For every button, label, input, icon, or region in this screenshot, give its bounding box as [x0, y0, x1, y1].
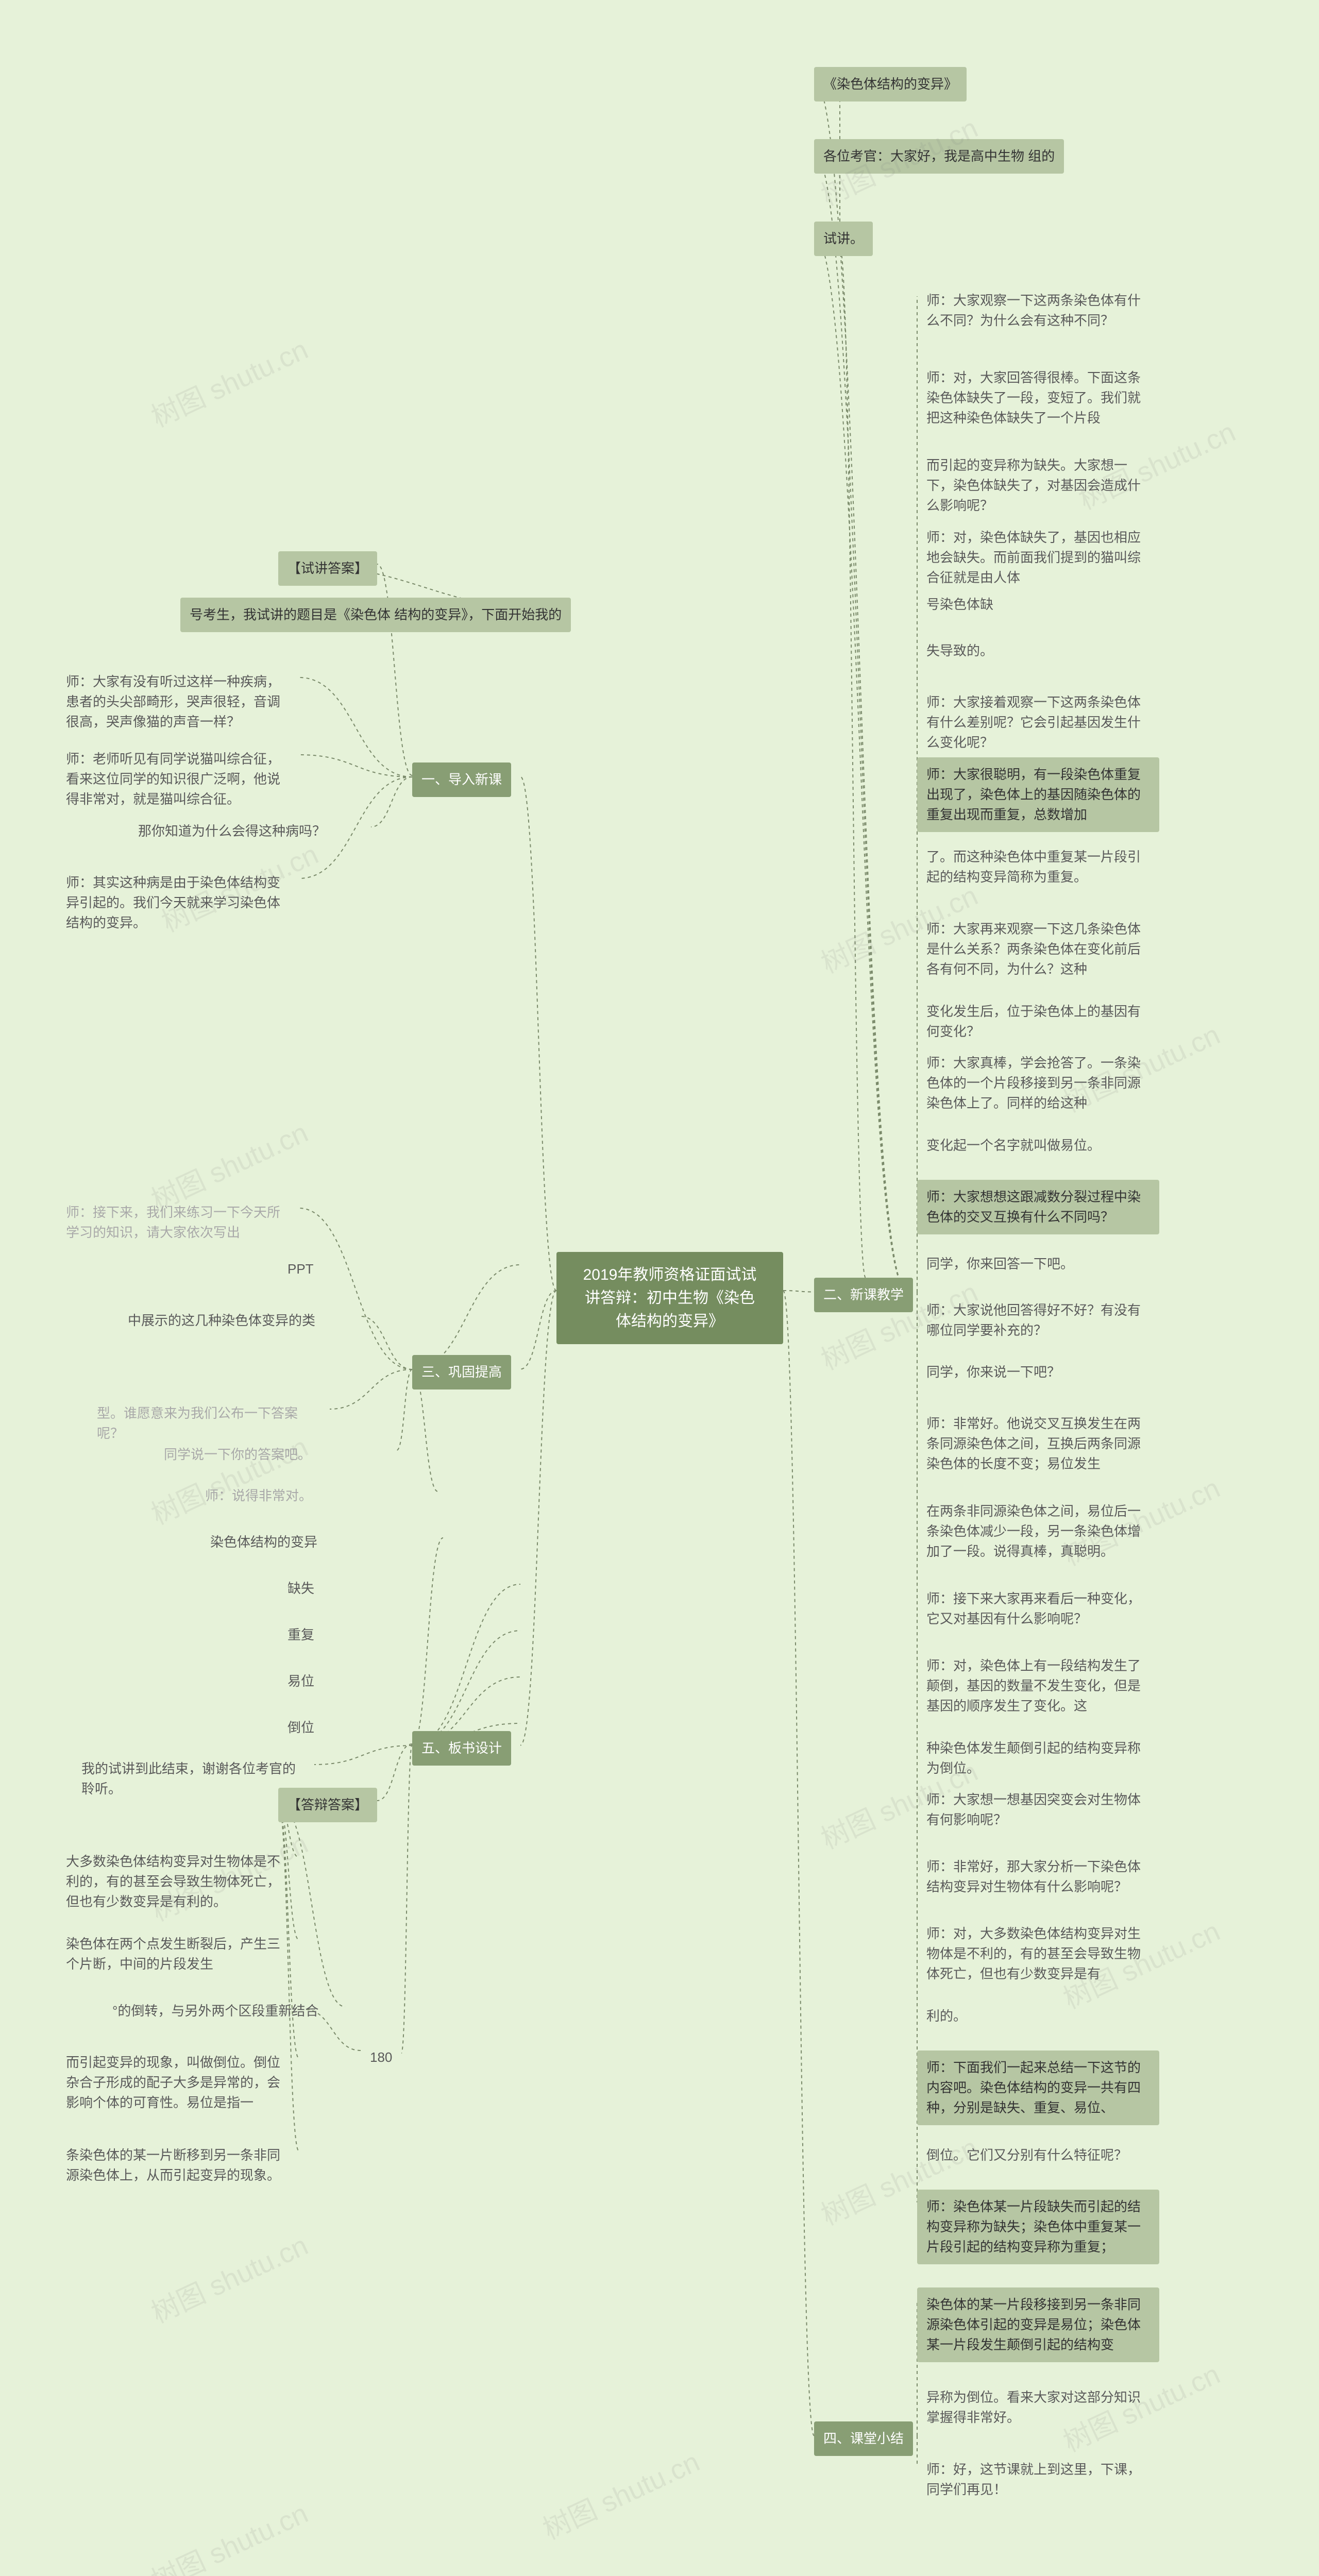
leaf: 而引起变异的现象，叫做倒位。倒位杂合子形成的配子大多是异常的，会影响个体的可育性…: [57, 2045, 299, 2120]
leaf: 师：大家想想这跟减数分裂过程中染色体的交叉互换有什么不同吗？: [917, 1180, 1159, 1234]
branch-b3: 三、巩固提高: [412, 1355, 511, 1389]
leaf: 师：大家想一想基因突变会对生物体有何影响呢？: [917, 1783, 1159, 1837]
leaf: 师：对，染色体上有一段结构发生了颠倒，基因的数量不发生变化，但是基因的顺序发生了…: [917, 1649, 1159, 1723]
leaf: 条染色体的某一片断移到另一条非同源染色体上，从而引起变异的现象。: [57, 2138, 299, 2193]
leaf: 染色体的某一片段移接到另一条非同源染色体引起的变异是易位；染色体某一片段发生颠倒…: [917, 2287, 1159, 2362]
sub-sb_r_title: 《染色体结构的变异》: [814, 67, 967, 101]
leaf: 师：下面我们一起来总结一下这节的内容吧。染色体结构的变异一共有四种，分别是缺失、…: [917, 2050, 1159, 2125]
leaf: 利的。: [917, 1999, 1159, 2033]
leaf: 师：非常好，那大家分析一下染色体结构变异对生物体有什么影响呢？: [917, 1850, 1159, 1904]
leaf: 师：其实这种病是由于染色体结构变异引起的。我们今天就来学习染色体结构的变异。: [57, 866, 299, 940]
sub-sb_r_shijiang: 试讲。: [814, 222, 873, 256]
leaf: 师：大家接着观察一下这两条染色体有什么差别呢？它会引起基因发生什么变化呢？: [917, 685, 1159, 760]
branch-b1: 一、导入新课: [412, 762, 511, 797]
branch-b2: 二、新课教学: [814, 1278, 913, 1312]
leaf: 在两条非同源染色体之间，易位后一条染色体减少一段，另一条染色体增加了一段。说得真…: [917, 1494, 1159, 1569]
sub-sb_180: 180: [361, 2040, 401, 2075]
leaf: 大多数染色体结构变异对生物体是不利的，有的甚至会导致生物体死亡，但也有少数变异是…: [57, 1844, 299, 1919]
leaf: 师：说得非常对。: [196, 1479, 438, 1513]
leaf: 师：接下来大家再来看后一种变化，它又对基因有什么影响呢？: [917, 1582, 1159, 1636]
sub-sb_kaosheng: 号考生，我试讲的题目是《染色体 结构的变异》，下面开始我的: [180, 598, 571, 632]
leaf: 同学说一下你的答案吧。: [155, 1437, 397, 1472]
leaf: °的倒转，与另外两个区段重新结合: [103, 1994, 345, 2028]
leaf: 师：好，这节课就上到这里，下课，同学们再见！: [917, 2452, 1159, 2507]
leaf: 同学，你来回答一下吧。: [917, 1247, 1159, 1281]
leaf: 缺失: [278, 1571, 520, 1606]
leaf: 染色体在两个点发生断裂后，产生三个片断，中间的片段发生: [57, 1927, 299, 1981]
leaf: 师：对，大多数染色体结构变异对生物体是不利的，有的甚至会导致生物体死亡，但也有少…: [917, 1917, 1159, 1991]
leaf: 种染色体发生颠倒引起的结构变异称为倒位。: [917, 1731, 1159, 1786]
leaf: 师：大家真棒，学会抢答了。一条染色体的一个片段移接到另一条非同源染色体上了。同样…: [917, 1046, 1159, 1121]
leaf: 中展示的这几种染色体变异的类: [119, 1303, 361, 1338]
center-node: 2019年教师资格证面试试讲答辩：初中生物《染色体结构的变异》: [556, 1252, 783, 1344]
leaf: 师：大家很聪明，有一段染色体重复出现了，染色体上的基因随染色体的重复出现而重复，…: [917, 757, 1159, 832]
leaf: 师：大家观察一下这两条染色体有什么不同？为什么会有这种不同？: [917, 283, 1159, 338]
leaf: 重复: [278, 1618, 520, 1652]
leaf: 师：大家说他回答得好不好？有没有哪位同学要补充的？: [917, 1293, 1159, 1348]
leaf: 师：对，染色体缺失了，基因也相应地会缺失。而前面我们提到的猫叫综合征就是由人体: [917, 520, 1159, 595]
leaf: 师：对，大家回答得很棒。下面这条染色体缺失了一段，变短了。我们就把这种染色体缺失…: [917, 361, 1159, 435]
sub-sb_shijiang_ans: 【试讲答案】: [278, 551, 377, 586]
leaf: 我的试讲到此结束，谢谢各位考官的聆听。: [72, 1752, 314, 1806]
sub-sb_r_greet: 各位考官：大家好，我是高中生物 组的: [814, 139, 1064, 174]
leaf: 倒位。它们又分别有什么特征呢？: [917, 2138, 1159, 2173]
leaf: 易位: [278, 1664, 520, 1699]
leaf: 师：大家再来观察一下这几条染色体是什么关系？两条染色体在变化前后各有何不同，为什…: [917, 912, 1159, 987]
leaf: 倒位: [278, 1710, 520, 1745]
leaf: 师：接下来，我们来练习一下今天所学习的知识，请大家依次写出: [57, 1195, 299, 1250]
leaf: 同学，你来说一下吧？: [917, 1355, 1159, 1389]
leaf: 而引起的变异称为缺失。大家想一下，染色体缺失了，对基因会造成什么影响呢？: [917, 448, 1159, 523]
leaf: 师：老师听见有同学说猫叫综合征，看来这位同学的知识很广泛啊，他说得非常对，就是猫…: [57, 742, 299, 817]
leaf: 染色体结构的变异: [201, 1525, 443, 1560]
leaf: 变化起一个名字就叫做易位。: [917, 1128, 1159, 1163]
leaf: 失导致的。: [917, 634, 1159, 668]
leaf: 那你知道为什么会得这种病吗？: [129, 814, 371, 849]
leaf: 了。而这种染色体中重复某一片段引起的结构变异简称为重复。: [917, 840, 1159, 894]
leaf: 变化发生后，位于染色体上的基因有何变化？: [917, 994, 1159, 1049]
leaf: PPT: [278, 1252, 520, 1286]
leaf: 号染色体缺: [917, 587, 1159, 622]
leaf: 师：染色体某一片段缺失而引起的结构变异称为缺失；染色体中重复某一片段引起的结构变…: [917, 2190, 1159, 2264]
leaf: 异称为倒位。看来大家对这部分知识掌握得非常好。: [917, 2380, 1159, 2435]
leaf: 师：非常好。他说交叉互换发生在两条同源染色体之间，互换后两条同源染色体的长度不变…: [917, 1406, 1159, 1481]
leaf: 师：大家有没有听过这样一种疾病，患者的头尖部畸形，哭声很轻，音调很高，哭声像猫的…: [57, 665, 299, 739]
branch-b4: 四、课堂小结: [814, 2421, 913, 2456]
